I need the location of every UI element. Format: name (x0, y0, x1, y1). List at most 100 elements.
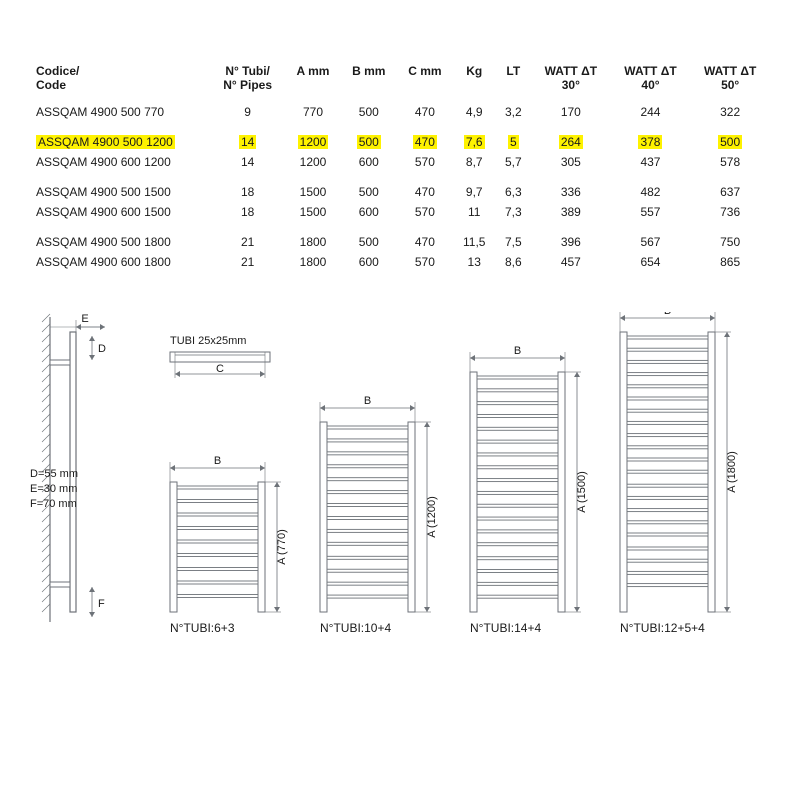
svg-text:D=55 mm: D=55 mm (30, 468, 78, 480)
svg-text:N°TUBI:14+4: N°TUBI:14+4 (470, 621, 541, 635)
cell-pipes: 14 (210, 152, 285, 172)
svg-text:TUBI 25x25mm: TUBI 25x25mm (170, 335, 246, 347)
svg-text:B: B (214, 455, 221, 467)
cell-kg: 13 (453, 252, 496, 272)
cell-code: ASSQAM 4900 600 1200 (30, 152, 210, 172)
cell-w50: 500 (690, 132, 770, 152)
svg-text:A (770): A (770) (276, 529, 288, 564)
cell-code: ASSQAM 4900 500 1200 (30, 132, 210, 152)
cell-code: ASSQAM 4900 500 770 (30, 102, 210, 122)
cell-pipes: 21 (210, 232, 285, 252)
th-w50: WATT ΔT50° (690, 60, 770, 102)
cell-w40: 654 (611, 252, 691, 272)
cell-a: 1800 (285, 232, 341, 252)
svg-text:B: B (664, 312, 671, 317)
table-row: ASSQAM 4900 500 77097705004704,93,217024… (30, 102, 770, 122)
table-row: ASSQAM 4900 500 15001815005004709,76,333… (30, 182, 770, 202)
svg-text:N°TUBI:12+5+4: N°TUBI:12+5+4 (620, 621, 705, 635)
cell-c: 470 (397, 102, 453, 122)
svg-text:B: B (514, 345, 521, 357)
th-w40: WATT ΔT40° (611, 60, 691, 102)
cell-kg: 8,7 (453, 152, 496, 172)
cell-b: 500 (341, 132, 397, 152)
cell-b: 600 (341, 252, 397, 272)
table-row: ASSQAM 4900 600 1800211800600570138,6457… (30, 252, 770, 272)
cell-a: 770 (285, 102, 341, 122)
cell-kg: 4,9 (453, 102, 496, 122)
cell-w30: 396 (531, 232, 611, 252)
cell-w30: 457 (531, 252, 611, 272)
cell-a: 1200 (285, 132, 341, 152)
th-w30: WATT ΔT30° (531, 60, 611, 102)
cell-kg: 7,6 (453, 132, 496, 152)
cell-a: 1800 (285, 252, 341, 272)
cell-w40: 482 (611, 182, 691, 202)
cell-pipes: 18 (210, 182, 285, 202)
cell-w50: 750 (690, 232, 770, 252)
cell-w40: 244 (611, 102, 691, 122)
cell-code: ASSQAM 4900 500 1800 (30, 232, 210, 252)
svg-text:B: B (364, 395, 371, 407)
cell-lt: 5 (496, 132, 531, 152)
cell-w30: 389 (531, 202, 611, 222)
cell-c: 470 (397, 232, 453, 252)
cell-a: 1500 (285, 182, 341, 202)
cell-kg: 9,7 (453, 182, 496, 202)
cell-w30: 336 (531, 182, 611, 202)
svg-text:C: C (216, 363, 224, 375)
cell-w50: 637 (690, 182, 770, 202)
cell-w50: 322 (690, 102, 770, 122)
cell-pipes: 18 (210, 202, 285, 222)
cell-lt: 5,7 (496, 152, 531, 172)
th-code: Codice/Code (30, 60, 210, 102)
cell-lt: 7,3 (496, 202, 531, 222)
table-header-row: Codice/Code N° Tubi/N° Pipes A mm B mm C… (30, 60, 770, 102)
cell-w50: 736 (690, 202, 770, 222)
cell-pipes: 14 (210, 132, 285, 152)
th-pipes: N° Tubi/N° Pipes (210, 60, 285, 102)
table-row: ASSQAM 4900 500 12001412005004707,652643… (30, 132, 770, 152)
cell-b: 600 (341, 152, 397, 172)
cell-c: 470 (397, 182, 453, 202)
technical-drawings: E D F D=55 mm E=30 mm F=70 mm TUBI 25x25mm C B A … (30, 312, 770, 652)
svg-text:D: D (98, 343, 106, 355)
cell-b: 500 (341, 232, 397, 252)
cell-pipes: 9 (210, 102, 285, 122)
th-b: B mm (341, 60, 397, 102)
cell-a: 1500 (285, 202, 341, 222)
cell-w40: 437 (611, 152, 691, 172)
table-row: ASSQAM 4900 600 12001412006005708,75,730… (30, 152, 770, 172)
svg-text:E: E (81, 313, 88, 325)
cell-a: 1200 (285, 152, 341, 172)
cell-lt: 6,3 (496, 182, 531, 202)
svg-text:F=70 mm: F=70 mm (30, 498, 77, 510)
cell-w30: 305 (531, 152, 611, 172)
cell-c: 570 (397, 152, 453, 172)
svg-text:A (1200): A (1200) (426, 496, 438, 538)
table-row: ASSQAM 4900 500 180021180050047011,57,53… (30, 232, 770, 252)
cell-code: ASSQAM 4900 500 1500 (30, 182, 210, 202)
specification-table: Codice/Code N° Tubi/N° Pipes A mm B mm C… (30, 60, 770, 272)
cell-code: ASSQAM 4900 600 1800 (30, 252, 210, 272)
cell-lt: 3,2 (496, 102, 531, 122)
cell-w50: 865 (690, 252, 770, 272)
cell-b: 600 (341, 202, 397, 222)
cell-b: 500 (341, 102, 397, 122)
cell-w50: 578 (690, 152, 770, 172)
cell-kg: 11,5 (453, 232, 496, 252)
th-lt: LT (496, 60, 531, 102)
svg-text:N°TUBI:6+3: N°TUBI:6+3 (170, 621, 235, 635)
svg-text:A (1800): A (1800) (726, 451, 738, 493)
cell-b: 500 (341, 182, 397, 202)
th-a: A mm (285, 60, 341, 102)
cell-w40: 567 (611, 232, 691, 252)
svg-text:E=30 mm: E=30 mm (30, 483, 77, 495)
table-row: ASSQAM 4900 600 1500181500600570117,3389… (30, 202, 770, 222)
cell-pipes: 21 (210, 252, 285, 272)
svg-text:N°TUBI:10+4: N°TUBI:10+4 (320, 621, 391, 635)
cell-w40: 557 (611, 202, 691, 222)
svg-text:F: F (98, 598, 105, 610)
th-kg: Kg (453, 60, 496, 102)
cell-w40: 378 (611, 132, 691, 152)
cell-c: 570 (397, 252, 453, 272)
